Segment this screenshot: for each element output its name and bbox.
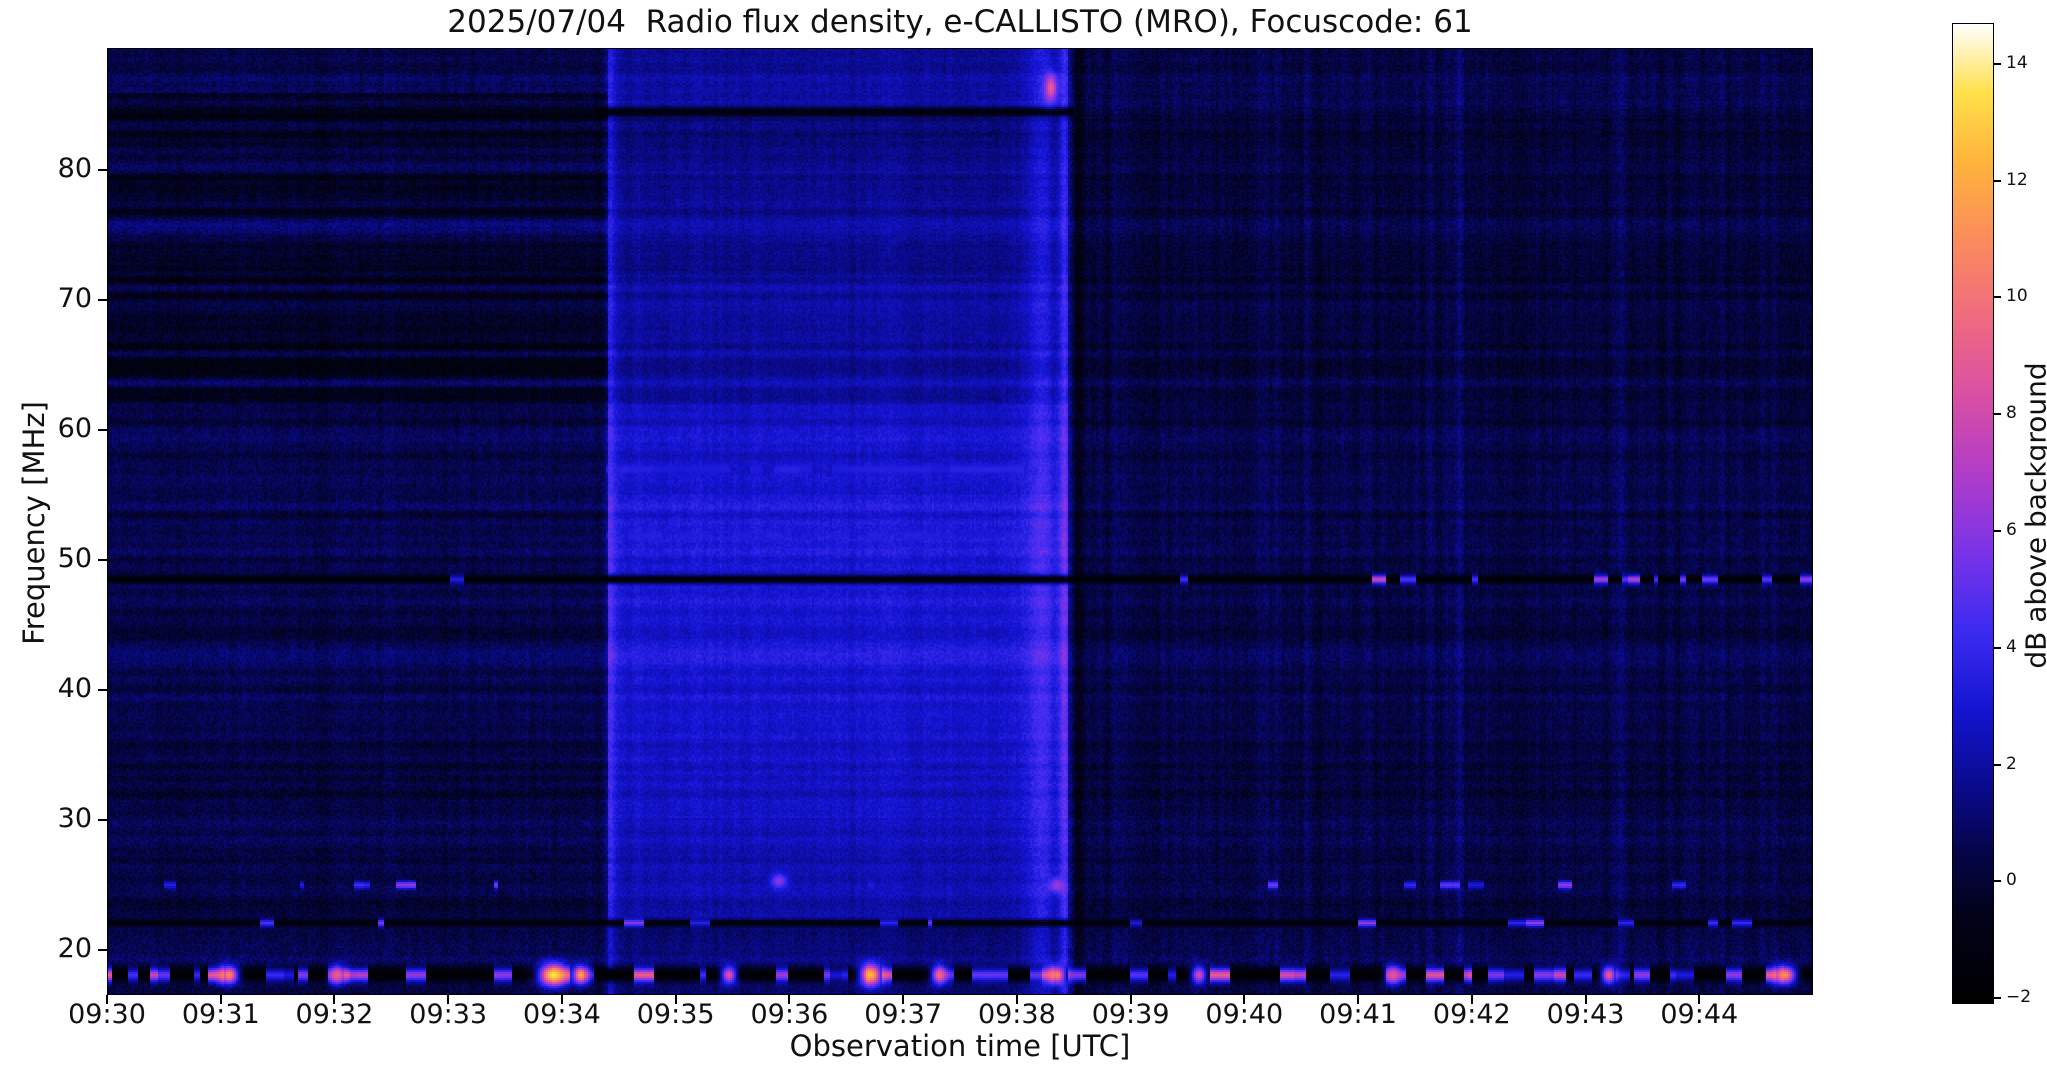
x-tick-mark [106,995,108,1004]
colorbar-tick-label: 12 [2006,169,2028,190]
x-tick-label: 09:42 [1432,999,1511,1030]
colorbar-tick-mark [1994,763,2001,766]
y-tick-label: 60 [57,412,92,444]
x-tick-mark [674,995,677,1004]
x-tick-mark [333,995,336,1004]
colorbar-tick-mark [1994,997,2001,1000]
colorbar-tick-mark [1994,413,2001,416]
x-tick-label: 09:41 [1319,999,1397,1030]
x-tick-mark [788,995,791,1004]
colorbar-tick-mark [1994,296,2001,299]
plot-area [107,48,1813,995]
y-tick-mark [98,818,107,821]
x-tick-label: 09:37 [864,999,943,1030]
colorbar-tick-mark [1994,179,2001,182]
x-tick-label: 09:32 [295,999,374,1030]
colorbar-tick-label: 2 [2006,753,2017,774]
y-tick-mark [98,688,107,691]
x-tick-label: 09:39 [1091,999,1170,1030]
y-tick-label: 80 [57,153,92,185]
x-tick-label: 09:30 [68,999,146,1030]
colorbar-tick-label: −2 [2006,987,2032,1008]
y-tick-label: 30 [57,802,92,834]
y-tick-label: 40 [57,672,92,704]
x-tick-label: 09:36 [750,999,829,1030]
x-tick-mark [902,995,905,1004]
colorbar-tick-label: 14 [2006,52,2028,73]
colorbar-label: dB above background [2019,362,2047,669]
x-tick-mark [1698,995,1701,1004]
x-tick-mark [1243,995,1246,1004]
colorbar-tick-mark [1994,62,2001,65]
y-tick-mark [98,948,107,951]
colorbar-tick-mark [1994,880,2001,883]
x-tick-label: 09:33 [409,999,488,1030]
spectrogram-canvas [108,49,1812,994]
x-tick-mark [219,995,222,1004]
x-tick-mark [1584,995,1587,1004]
x-tick-mark [1129,995,1132,1004]
x-tick-label: 09:40 [1205,999,1284,1030]
x-tick-mark [560,995,563,1004]
colorbar-tick-label: 10 [2006,286,2028,307]
x-tick-label: 09:31 [181,999,260,1030]
x-tick-mark [1015,995,1018,1004]
y-tick-mark [98,558,107,561]
y-tick-mark [98,299,107,301]
x-axis-label: Observation time [UTC] [789,1029,1131,1063]
colorbar-tick-label: 8 [2006,403,2017,424]
x-tick-label: 09:35 [636,999,715,1030]
chart-title: 2025/07/04 Radio flux density, e-CALLIST… [447,4,1473,40]
colorbar-tick-mark [1994,530,2001,533]
x-tick-mark [1357,995,1360,1004]
colorbar-tick-mark [1994,646,2001,649]
x-tick-label: 09:43 [1546,999,1625,1030]
colorbar-tick-label: 4 [2006,636,2017,657]
y-tick-mark [98,169,107,172]
x-tick-label: 09:34 [523,999,601,1030]
colorbar [1952,23,1994,1004]
y-tick-label: 70 [57,283,92,314]
colorbar-tick-label: 6 [2006,520,2017,541]
x-tick-label: 09:44 [1660,999,1739,1030]
x-tick-mark [447,995,450,1004]
x-tick-label: 09:38 [977,999,1056,1030]
y-tick-label: 20 [57,932,92,964]
y-tick-mark [98,428,107,431]
x-tick-mark [1470,995,1473,1004]
y-tick-label: 50 [57,542,92,574]
colorbar-tick-label: 0 [2006,870,2017,891]
